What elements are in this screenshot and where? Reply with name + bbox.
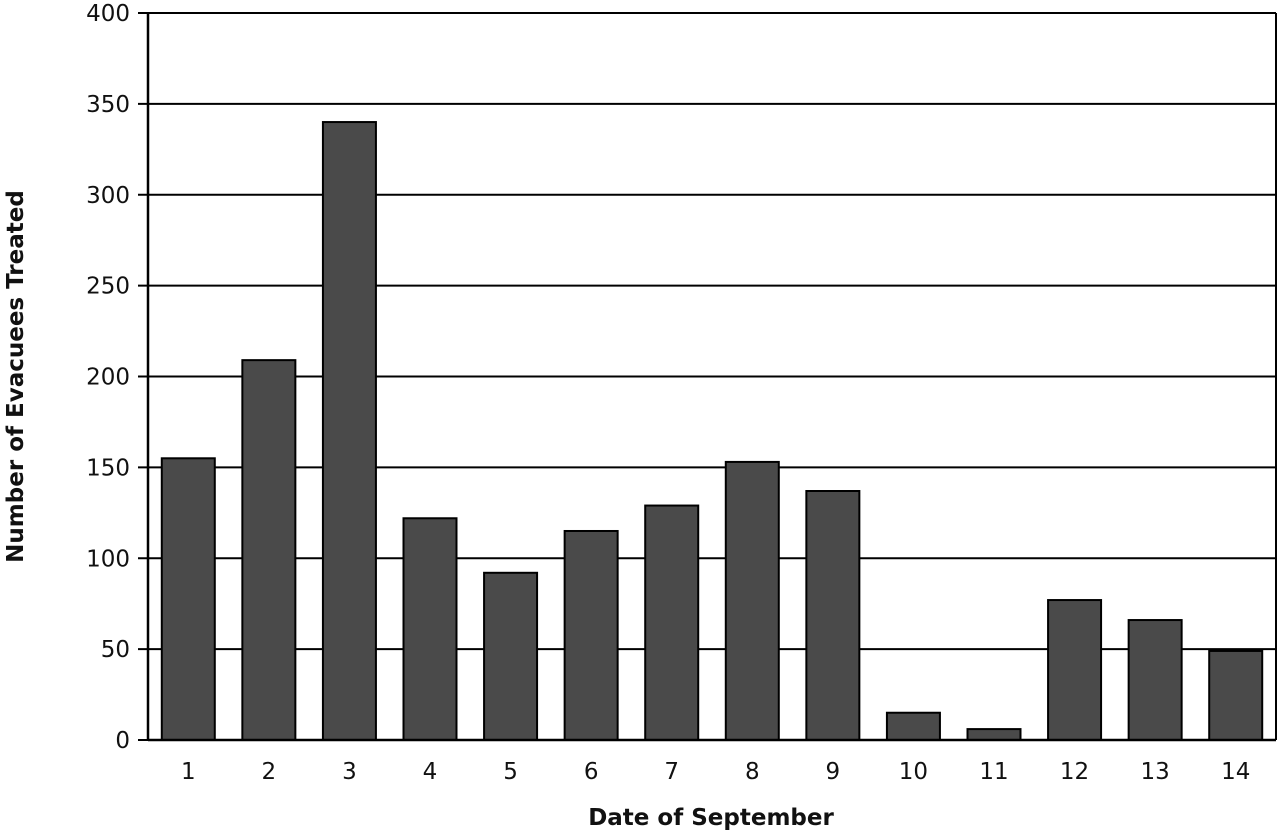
bar-5 (483, 571, 539, 741)
y-tick-label: 50 (101, 637, 130, 663)
x-tick-labels: 1 2 3 4 5 6 7 8 9 10 11 12 13 14 (181, 759, 1250, 785)
x-tick-label: 9 (826, 759, 841, 785)
y-tick-label: 300 (86, 183, 130, 209)
x-tick-label: 12 (1060, 759, 1089, 785)
y-tick-label: 0 (115, 728, 130, 754)
bar-9 (805, 490, 861, 741)
bar-3 (321, 121, 377, 742)
bar-2 (241, 359, 297, 741)
bar-14 (1208, 649, 1264, 742)
x-tick-label: 1 (181, 759, 196, 785)
x-tick-label: 6 (584, 759, 599, 785)
y-tick-label: 250 (86, 274, 130, 300)
y-tick-labels: 0 50 100 150 200 250 300 350 400 (86, 1, 130, 754)
y-tick-label: 150 (86, 455, 130, 481)
bar-7 (644, 504, 700, 742)
x-tick-label: 13 (1141, 759, 1170, 785)
x-tick-label: 10 (899, 759, 928, 785)
x-tick-label: 11 (979, 759, 1008, 785)
x-tick-label: 5 (503, 759, 518, 785)
x-tick-label: 2 (262, 759, 277, 785)
bars (160, 121, 1264, 742)
x-tick-label: 14 (1221, 759, 1250, 785)
bar-1 (160, 457, 216, 741)
x-tick-label: 3 (342, 759, 357, 785)
y-tick-label: 200 (86, 365, 130, 391)
x-tick-label: 4 (423, 759, 438, 785)
bar-10 (885, 711, 941, 741)
x-tick-label: 8 (745, 759, 760, 785)
gridlines (138, 12, 1276, 741)
bar-4 (402, 517, 458, 742)
y-tick-label: 100 (86, 546, 130, 572)
y-tick-label: 350 (86, 92, 130, 118)
bar-12 (1047, 599, 1103, 741)
x-axis-title: Date of September (588, 805, 834, 831)
bar-8 (724, 460, 780, 741)
bar-13 (1127, 619, 1183, 741)
x-tick-label: 7 (664, 759, 679, 785)
axes (146, 13, 1277, 742)
bar-11 (966, 728, 1022, 741)
y-tick-label: 400 (86, 1, 130, 27)
bar-6 (563, 529, 619, 741)
y-axis-title: Number of Evacuees Treated (3, 190, 29, 563)
